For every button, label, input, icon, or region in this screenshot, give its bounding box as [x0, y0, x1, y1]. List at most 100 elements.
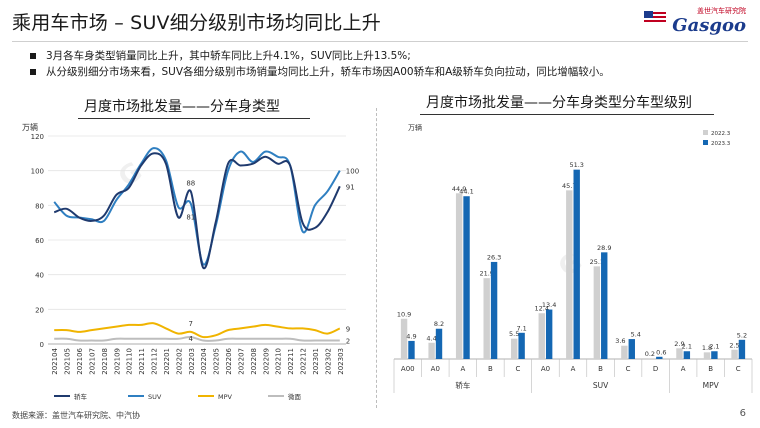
bar-2022-3	[648, 358, 656, 359]
group-label: SUV	[593, 381, 609, 390]
bar-2022-3	[593, 266, 601, 359]
legend-swatch	[703, 130, 708, 135]
bar-value-label: 10.9	[397, 310, 411, 318]
line-chart: 万辆 0 20 40 60 80 100 120 202104 202105 202106 20210…	[22, 122, 359, 401]
bar-2022-3	[483, 278, 490, 359]
x-tick-label: 202109	[113, 348, 121, 375]
bar-value-label: 2.1	[709, 343, 719, 351]
series-line-mpv	[54, 322, 341, 339]
bar-value-label: 3.6	[615, 337, 625, 345]
x-tick-label: 202208	[250, 348, 258, 375]
data-label: 100	[346, 168, 359, 176]
bar-2023-3	[408, 340, 415, 359]
chart-divider	[376, 108, 377, 408]
x-tick-label: 202202	[175, 348, 183, 375]
x-tick-label: 202212	[300, 348, 308, 375]
series-line-suv	[53, 147, 341, 266]
group-label: MPV	[703, 381, 720, 390]
x-category-label: B	[488, 365, 493, 373]
x-tick-label: 202107	[88, 348, 96, 375]
bar-value-label: 2.5	[729, 341, 739, 349]
bullet-item: 3月各车身类型销量同比上升，其中轿车同比上升4.1%，SUV同比上升13.5%;	[30, 48, 610, 64]
x-tick-label: 202303	[337, 348, 345, 375]
bar-2023-3	[738, 339, 746, 359]
brand-logo: 盖世汽车研究院 Gasgoo	[636, 6, 746, 36]
x-tick-label: 202204	[200, 347, 208, 374]
legend-label: 微面	[288, 392, 302, 401]
bar-2022-3	[621, 345, 628, 359]
bar-value-label: 5.2	[737, 331, 747, 339]
bar-value-label: 5.4	[631, 331, 641, 339]
y-axis-unit: 万辆	[22, 122, 38, 132]
bar-2023-3	[435, 328, 443, 359]
x-tick-label: 202105	[64, 348, 72, 375]
logo-brand-en: Gasgoo	[672, 15, 746, 36]
bar-2022-3	[538, 313, 545, 359]
x-category-label: C	[626, 365, 631, 373]
x-category-label: A	[571, 365, 576, 373]
data-label: 2	[346, 338, 350, 346]
group-label: 轿车	[455, 380, 470, 390]
x-tick-label: 202111	[138, 348, 146, 375]
x-category-label: C	[515, 365, 520, 373]
legend-label: 轿车	[74, 392, 88, 401]
bar-2022-3	[511, 338, 518, 359]
data-label: 4	[189, 335, 194, 343]
x-category-label: A	[460, 365, 465, 373]
bar-2023-3	[683, 351, 691, 359]
bar-2023-3	[490, 261, 498, 359]
x-category-label: A0	[541, 365, 550, 373]
bullet-text: 从分级别细分市场来看，SUV各细分级别市场销量均同比上升，轿车市场因A00轿车和…	[46, 66, 610, 78]
x-tick-label: 202110	[126, 348, 134, 375]
bar-value-label: 4.4	[426, 334, 436, 342]
bar-value-label: 28.9	[597, 244, 611, 252]
x-tick-label: 202112	[151, 348, 159, 375]
y-tick-label: 80	[35, 202, 44, 210]
bar-value-label: 7.1	[516, 324, 526, 332]
bar-2023-3	[518, 332, 525, 359]
bar-2023-3	[545, 309, 553, 359]
bar-value-label: 5.5	[509, 330, 519, 338]
data-label: 81	[186, 214, 195, 222]
x-tick-label: 202301	[312, 348, 320, 375]
bullet-text: 3月各车身类型销量同比上升，其中轿车同比上升4.1%，SUV同比上升13.5%;	[46, 50, 411, 62]
line-chart-title: 月度市场批发量——分车身类型	[84, 99, 280, 115]
x-category-label: A00	[401, 365, 415, 373]
bar-value-label: 8.2	[434, 320, 444, 328]
bar-2023-3	[601, 252, 608, 359]
bar-2022-3	[428, 342, 435, 359]
bar-2022-3	[566, 190, 573, 359]
data-label: 91	[346, 183, 355, 191]
y-tick-label: 60	[35, 237, 44, 245]
x-tick-label: 202201	[163, 348, 171, 375]
series-line-sedan	[53, 152, 341, 270]
x-category-label: C	[736, 365, 741, 373]
x-tick-label: 202104	[51, 347, 59, 374]
bullet-item: 从分级别细分市场来看，SUV各细分级别市场销量均同比上升，轿车市场因A00轿车和…	[30, 64, 610, 80]
line-chart-title-rule	[78, 118, 310, 119]
bar-2023-3	[628, 339, 635, 359]
bar-value-label: 51.3	[569, 161, 583, 169]
series-line-minivan	[54, 336, 340, 342]
bar-chart-title-rule	[420, 114, 714, 115]
y-tick-label: 100	[31, 168, 44, 176]
bar-value-label: 12.4	[535, 305, 549, 313]
x-tick-label: 202210	[275, 348, 283, 375]
bar-value-label: 45.7	[562, 182, 576, 190]
x-tick-label: 202302	[324, 348, 332, 375]
x-tick-label: 202106	[76, 347, 84, 374]
x-category-label: B	[708, 365, 713, 373]
legend-label: 2022.3	[711, 131, 731, 137]
flag-icon	[644, 11, 666, 25]
x-category-label: A	[681, 365, 686, 373]
bar-value-label: 13.4	[542, 301, 556, 309]
legend-label: MPV	[218, 393, 233, 401]
x-tick-label: 202211	[287, 348, 295, 375]
page-number: 6	[739, 408, 746, 419]
bar-2022-3	[455, 193, 463, 359]
title-divider	[12, 41, 748, 42]
bar-value-label: 44.1	[459, 188, 473, 196]
bar-2022-3	[731, 349, 738, 359]
bar-2023-3	[711, 351, 718, 359]
data-label: 88	[186, 179, 195, 187]
